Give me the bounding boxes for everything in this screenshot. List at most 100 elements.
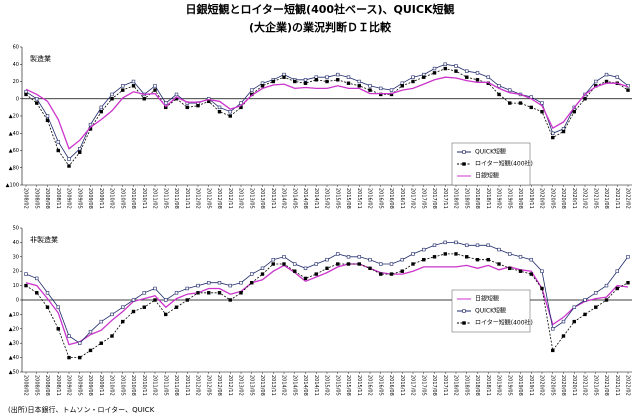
x-tick-label: 2018/08: [474, 375, 480, 396]
x-tick-label: 2015/08: [345, 188, 351, 209]
marker: [196, 103, 200, 108]
marker: [293, 262, 297, 266]
x-tick-label: 2009/08: [87, 375, 93, 396]
marker: [325, 79, 329, 84]
legend-marker: [462, 321, 466, 325]
marker: [508, 101, 512, 105]
y-tick-label: 20: [13, 79, 19, 85]
marker: [56, 305, 60, 309]
x-tick-label: 2015/05: [334, 375, 340, 396]
marker: [35, 276, 39, 281]
x-tick-label: 2011/11: [184, 188, 190, 209]
marker: [357, 84, 361, 88]
marker: [131, 298, 136, 302]
x-tick-label: 2020/08: [560, 375, 566, 396]
title-line: 日銀短観とロイター短観(400社ベース)、QUICK短観: [186, 2, 455, 16]
y-tick-label: ▲100: [6, 183, 19, 189]
marker: [174, 92, 179, 97]
marker: [314, 78, 318, 82]
marker: [56, 140, 60, 144]
marker: [271, 257, 275, 262]
marker: [368, 84, 372, 88]
x-tick-label: 2008/02: [23, 188, 29, 209]
marker: [282, 262, 286, 266]
marker: [443, 252, 447, 256]
x-tick-label: 2009/11: [98, 188, 104, 209]
x-tick-label: 2017/05: [420, 188, 426, 209]
marker: [465, 255, 469, 259]
marker: [486, 243, 490, 247]
marker: [56, 327, 60, 331]
marker: [185, 105, 189, 110]
marker: [24, 283, 28, 288]
marker: [561, 334, 566, 338]
marker: [486, 75, 490, 79]
marker: [250, 281, 254, 285]
marker: [78, 150, 82, 154]
marker: [260, 84, 265, 88]
marker: [110, 312, 114, 317]
marker: [626, 255, 630, 259]
marker: [497, 247, 501, 252]
marker: [142, 291, 146, 295]
y-tick-label: 0: [16, 298, 19, 304]
x-tick-label: 2017/08: [431, 375, 437, 396]
marker: [303, 266, 308, 271]
x-tick-label: 2009/02: [66, 188, 72, 209]
x-tick-label: 2019/02: [496, 375, 502, 396]
marker: [411, 75, 415, 79]
marker: [561, 129, 566, 134]
marker: [465, 75, 469, 79]
marker: [379, 86, 383, 91]
x-tick-label: 2019/05: [506, 188, 512, 209]
x-tick-label: 2017/11: [442, 188, 448, 209]
marker: [110, 97, 114, 101]
marker: [357, 255, 361, 259]
marker: [465, 69, 469, 73]
marker: [529, 105, 533, 110]
marker: [142, 305, 146, 309]
x-tick-label: 2014/02: [281, 375, 287, 396]
x-tick-label: 2019/11: [528, 375, 534, 396]
marker: [583, 298, 587, 302]
legend-marker: [462, 150, 466, 154]
x-tick-label: 2015/02: [324, 188, 330, 209]
marker: [239, 101, 243, 105]
marker: [121, 305, 125, 309]
x-tick-label: 2012/05: [205, 375, 211, 396]
x-tick-label: 2016/02: [367, 375, 373, 396]
x-tick-label: 2010/08: [130, 188, 136, 209]
source-note: (出所)日本銀行、トムソン・ロイター、QUICK: [8, 405, 155, 414]
marker: [45, 114, 50, 118]
x-tick-label: 2010/05: [119, 375, 125, 396]
x-tick-label: 2020/08: [560, 188, 566, 209]
marker: [153, 84, 157, 88]
marker: [293, 79, 297, 84]
marker: [583, 97, 587, 101]
legend-marker: [462, 309, 466, 313]
marker: [153, 298, 157, 302]
x-tick-label: 2016/08: [388, 188, 394, 209]
marker: [508, 88, 512, 92]
marker: [239, 291, 243, 295]
marker: [99, 105, 103, 110]
y-tick-label: ▲40: [9, 355, 19, 361]
x-tick-label: 2017/02: [410, 375, 416, 396]
marker: [368, 266, 372, 271]
marker: [271, 79, 275, 84]
marker: [411, 262, 415, 266]
x-tick-label: 2011/11: [184, 375, 190, 396]
x-tick-label: 2019/08: [517, 375, 523, 396]
x-tick-label: 2018/02: [453, 375, 459, 396]
marker: [314, 262, 318, 266]
marker: [368, 257, 372, 262]
marker: [282, 75, 286, 79]
marker: [164, 312, 168, 317]
marker: [368, 88, 372, 92]
marker: [164, 298, 168, 302]
marker: [572, 305, 576, 309]
marker: [540, 101, 544, 105]
x-tick-label: 2013/05: [248, 375, 254, 396]
